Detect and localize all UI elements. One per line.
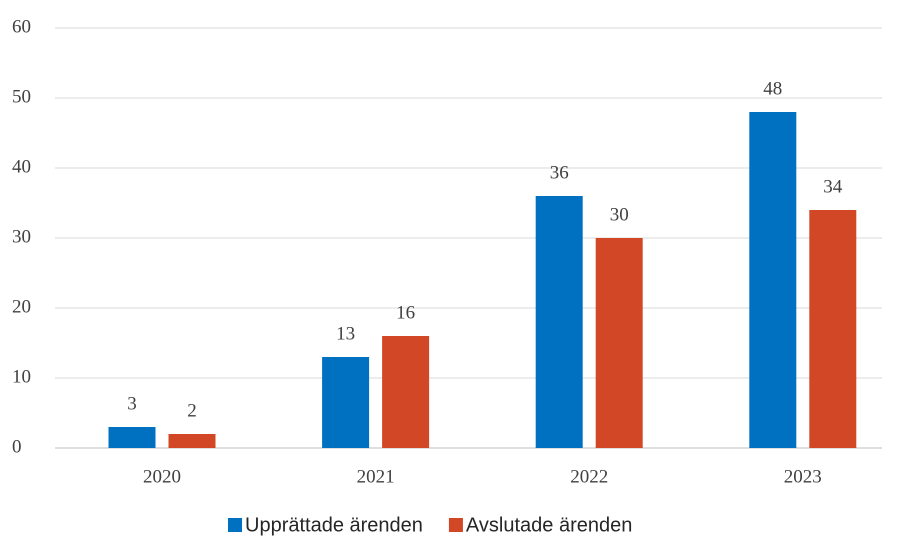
x-tick-label: 2023 (784, 466, 822, 487)
data-label: 2 (187, 400, 197, 421)
legend-label: Upprättade ärenden (245, 514, 423, 536)
bar (382, 336, 430, 448)
y-tick-label: 50 (12, 86, 31, 107)
x-tick-label: 2022 (570, 466, 608, 487)
data-label: 48 (763, 78, 782, 99)
y-tick-label: 30 (12, 226, 31, 247)
legend-swatch (228, 518, 242, 532)
x-tick-label: 2020 (143, 466, 181, 487)
bar (168, 434, 216, 448)
data-label: 13 (336, 323, 355, 344)
bar (535, 196, 583, 448)
data-label: 34 (823, 176, 843, 197)
y-tick-label: 40 (12, 156, 31, 177)
bar (809, 210, 857, 448)
bar (108, 427, 156, 448)
y-tick-label: 60 (12, 16, 31, 37)
y-tick-label: 10 (12, 366, 31, 387)
data-label: 3 (127, 393, 137, 414)
x-tick-label: 2021 (357, 466, 395, 487)
bar (595, 238, 643, 448)
bar (749, 112, 797, 448)
data-label: 36 (550, 162, 569, 183)
y-tick-label: 0 (12, 436, 22, 457)
bar (322, 357, 370, 448)
y-tick-label: 20 (12, 296, 31, 317)
legend-swatch (448, 518, 463, 532)
data-label: 16 (396, 302, 415, 323)
legend-label: Avslutade ärenden (466, 514, 632, 536)
data-label: 30 (610, 204, 629, 225)
